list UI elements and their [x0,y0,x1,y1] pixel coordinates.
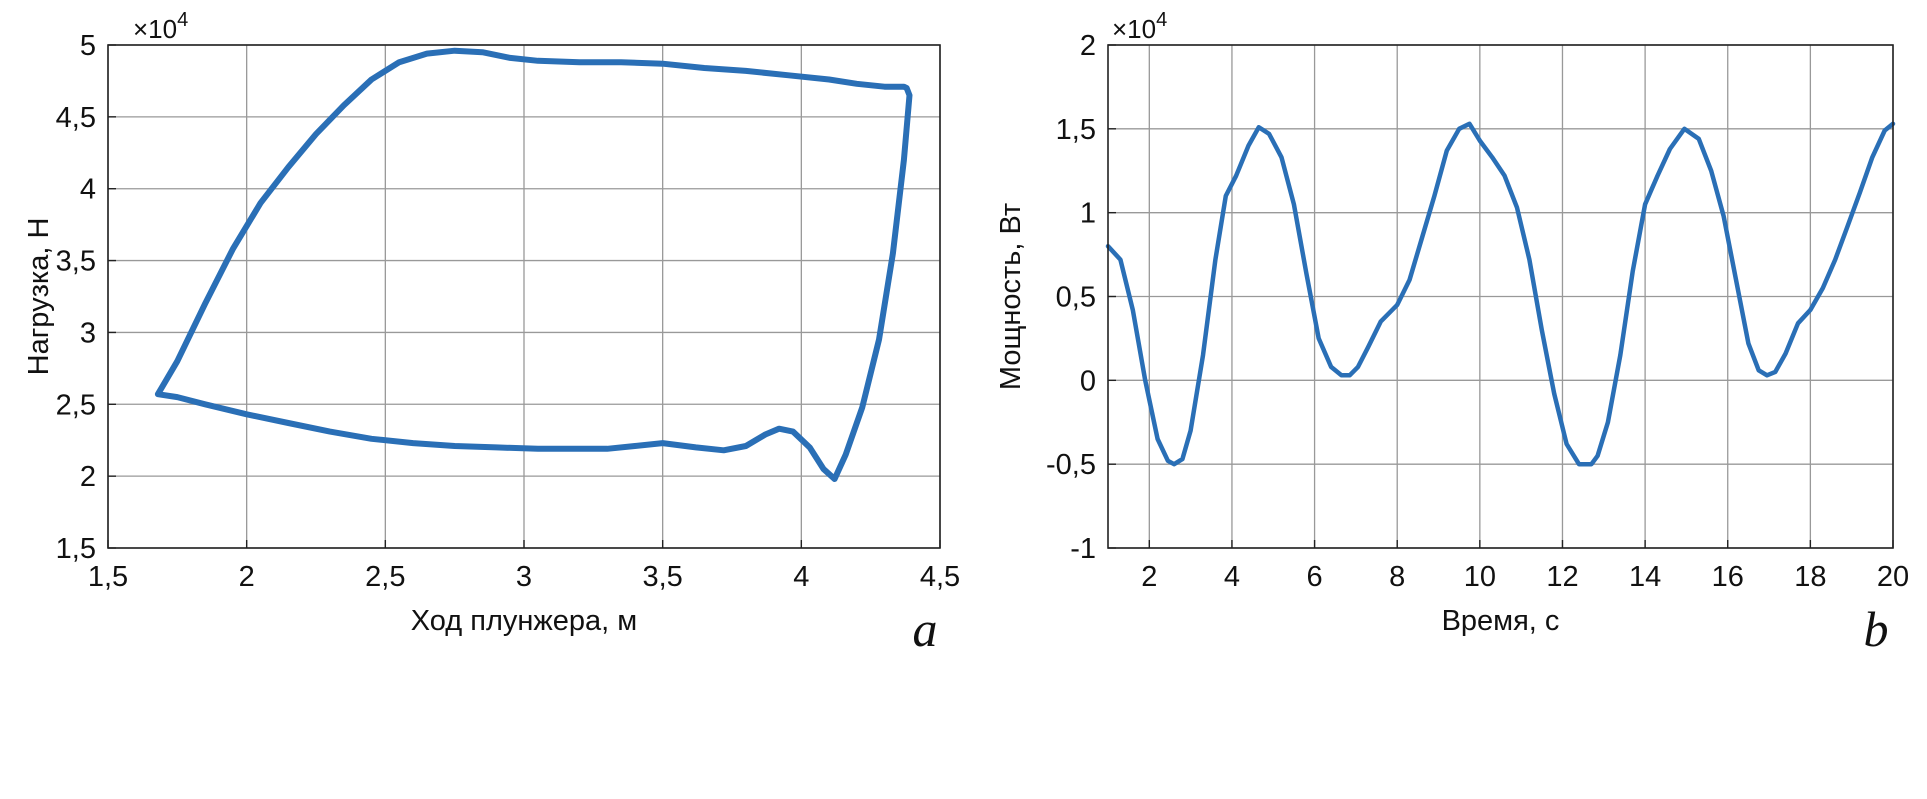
chart-a-grid [107,44,941,549]
chart-a: 1,5 2 2,5 3 3,5 4 4,5 1,522,533,544,55 ×104 Хо… [23,9,960,657]
chart-a-x-tick-label: 2,5 [365,561,405,593]
chart-a-y-tick-label: 1,5 [56,533,96,565]
chart-a-x-ticks: 1,5 2 2,5 3 3,5 4 4,5 [88,540,960,593]
chart-a-x-tick-label: 4,5 [920,561,960,593]
chart-a-y-tick-label: 2 [80,461,96,493]
chart-b-y-multiplier-base: ×10 [1112,14,1156,44]
chart-b-y-tick-label: 0 [1080,365,1096,397]
chart-a-y-axis-label: Нагрузка, Н [23,218,55,376]
chart-b-x-tick-label: 12 [1546,561,1578,593]
chart-b-panel-label: b [1864,601,1889,657]
chart-b-y-tick-label: 1 [1080,198,1096,230]
chart-b-y-tick-label: -1 [1070,533,1096,565]
chart-b-y-multiplier: ×104 [1112,9,1167,44]
chart-b-y-multiplier-exp: 4 [1156,9,1167,31]
chart-a-frame [107,44,941,549]
chart-b-x-tick-label: 8 [1389,561,1405,593]
chart-b-y-axis-label: Мощность, Вт [995,203,1027,390]
chart-b-x-tick-label: 6 [1307,561,1323,593]
chart-b-grid [1108,44,1894,549]
chart-a-y-tick-label: 5 [80,30,96,62]
chart-a-y-multiplier: ×104 [133,9,188,44]
chart-b: 2 4 6 8 10 12 14 16 18 20 -1-0,500,511,52 ×104 Вр… [995,9,1909,657]
chart-b-x-axis-label: Время, с [1442,605,1560,637]
chart-b-y-tick-label: -0,5 [1046,449,1096,481]
chart-b-x-tick-label: 18 [1794,561,1826,593]
chart-b-x-tick-label: 2 [1141,561,1157,593]
chart-a-x-tick-label: 3 [516,561,532,593]
chart-a-series-line [154,47,913,482]
chart-b-x-tick-label: 4 [1224,561,1240,593]
chart-a-y-ticks: 1,5 2 2,5 3 3,5 4 4,5 5 [56,30,116,565]
chart-a-series [154,47,913,482]
chart-a-y-multiplier-base: ×10 [133,14,177,44]
chart-a-x-tick-label: 4 [793,561,809,593]
chart-b-series [1105,121,1896,467]
chart-b-x-ticks: 2 4 6 8 10 12 14 16 18 20 [1141,540,1909,593]
chart-a-y-tick-label: 3,5 [56,246,96,278]
chart-a-y-tick-label: 2,5 [56,389,96,421]
chart-a-x-tick-label: 1,5 [88,561,128,593]
chart-a-x-tick-label: 2 [239,561,255,593]
chart-a-y-tick-label: 4 [80,174,96,206]
chart-a-panel-label: a [913,601,938,657]
chart-b-y-ticks: -1 -0,5 0 0,5 1 1,5 2 [1046,30,1116,565]
chart-b-y-tick-label: 2 [1080,30,1096,62]
chart-a-x-tick-label: 3,5 [643,561,683,593]
chart-b-series-line [1105,121,1896,467]
chart-b-x-tick-label: 20 [1877,561,1909,593]
chart-a-y-tick-label: 4,5 [56,102,96,134]
chart-a-x-axis-label: Ход плунжера, м [411,605,637,637]
chart-b-frame [1107,44,1894,549]
chart-b-x-tick-label: 10 [1464,561,1496,593]
chart-b-x-tick-label: 16 [1712,561,1744,593]
chart-b-y-tick-label: 1,5 [1056,114,1096,146]
chart-b-x-tick-label: 14 [1629,561,1661,593]
chart-a-y-tick-label: 3 [80,317,96,349]
chart-b-y-tick-label: 0,5 [1056,282,1096,314]
chart-a-y-multiplier-exp: 4 [177,9,188,31]
